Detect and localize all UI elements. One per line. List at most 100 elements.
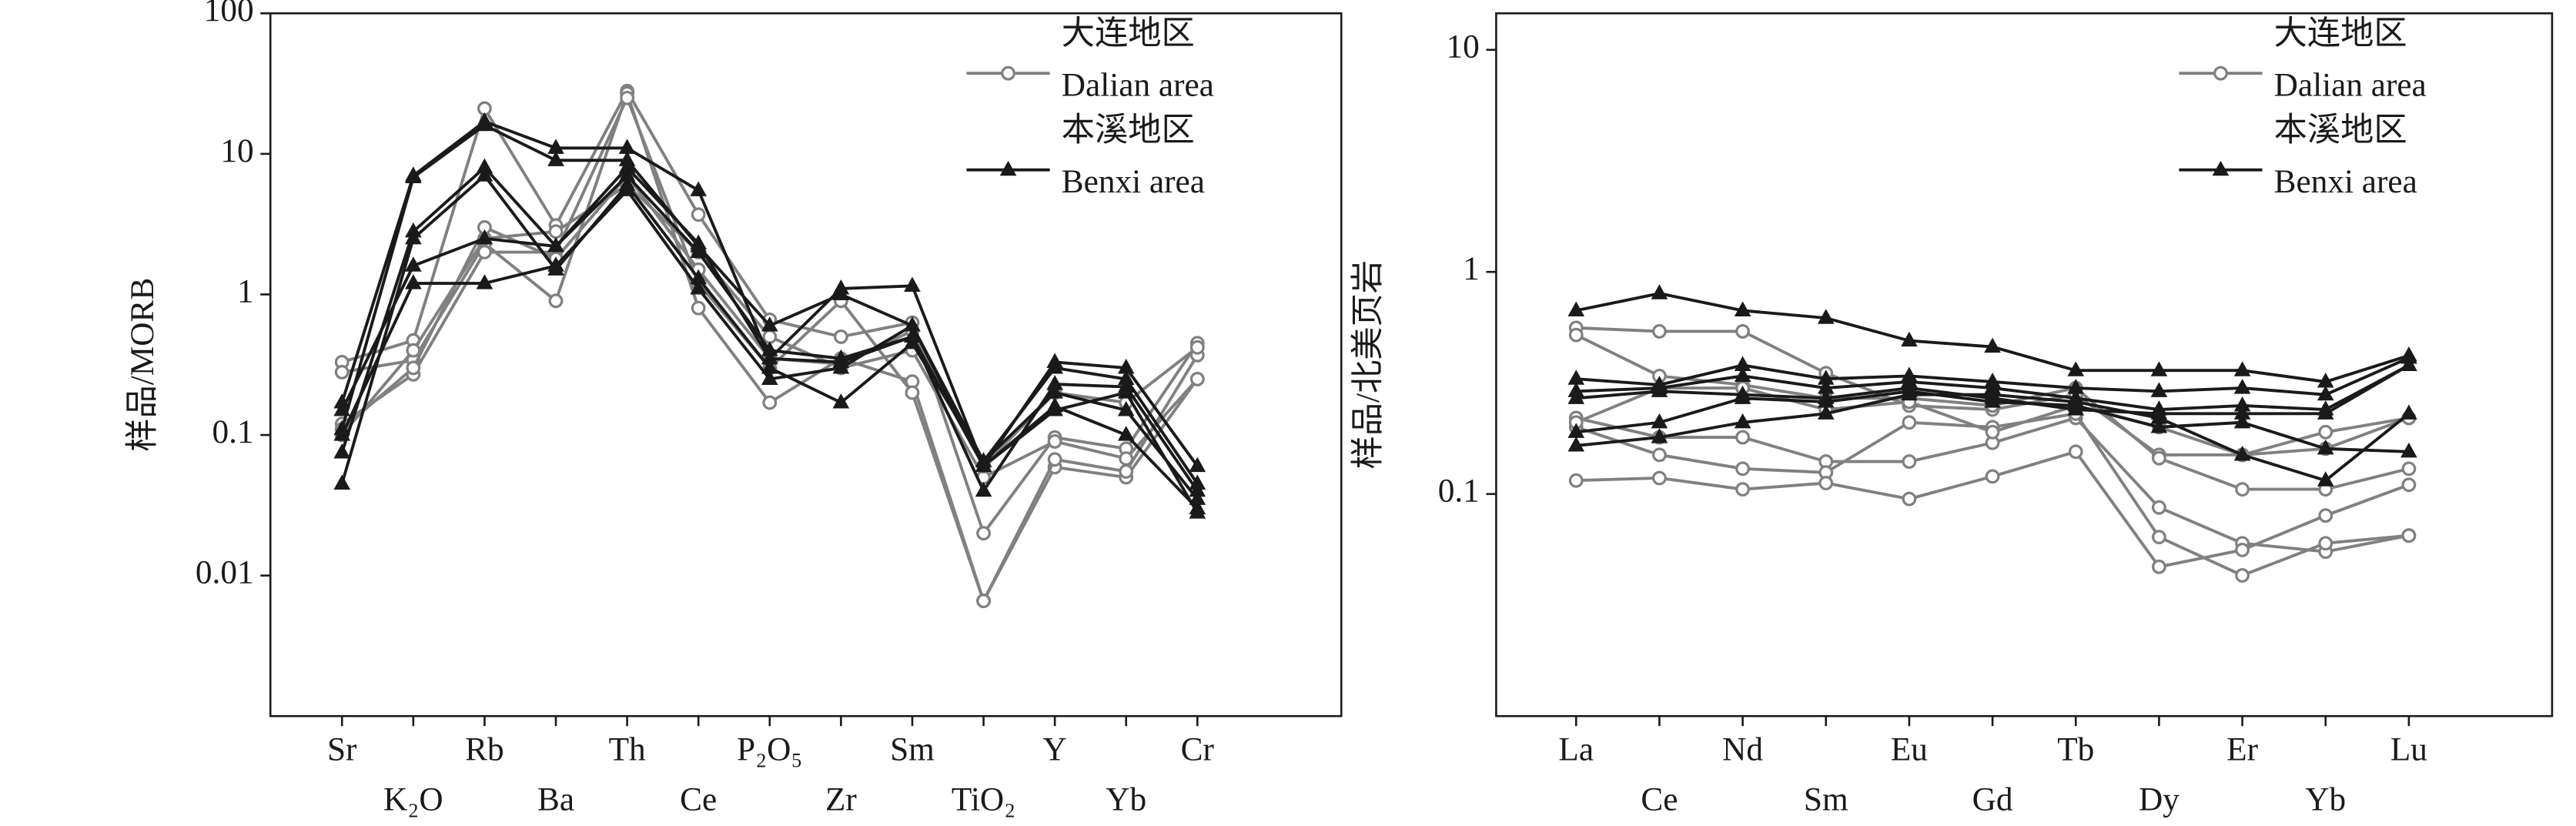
marker: [1735, 461, 1750, 477]
marker: [547, 139, 564, 154]
marker: [2317, 439, 2334, 455]
x-tick-label: Nd: [1722, 731, 1763, 768]
marker: [476, 158, 493, 174]
marker: [2233, 404, 2251, 420]
marker: [476, 115, 493, 132]
marker: [1651, 382, 1668, 397]
marker: [406, 360, 421, 376]
marker: [1567, 370, 1585, 385]
marker: [1902, 415, 1917, 430]
marker: [690, 242, 708, 259]
marker: [405, 256, 422, 272]
marker: [2233, 413, 2251, 429]
marker: [2235, 542, 2250, 557]
x-tick-label: Th: [609, 731, 646, 768]
marker: [1985, 424, 2000, 440]
marker: [405, 274, 422, 289]
marker: [762, 395, 778, 410]
x-tick-label: Rb: [465, 731, 503, 768]
marker: [1117, 370, 1135, 385]
x-tick-label: Ce: [680, 781, 717, 818]
marker: [547, 151, 564, 166]
legend-label: 本溪地区: [2274, 112, 2407, 149]
marker: [2151, 500, 2166, 515]
x-tick-label: Eu: [1891, 731, 1928, 768]
marker: [1734, 356, 1751, 372]
y-tick-label: 0.1: [1438, 473, 1480, 510]
y-tick-label: 1: [1463, 250, 1480, 287]
legend-label: Dalian area: [2274, 67, 2427, 104]
marker: [2318, 424, 2333, 440]
marker: [690, 181, 708, 196]
marker: [1119, 464, 1134, 479]
marker: [2150, 417, 2168, 433]
marker: [1046, 383, 1063, 399]
plot-frame: [1495, 12, 2554, 717]
marker: [1735, 324, 1750, 339]
marker: [1817, 393, 1835, 408]
y-axis-label: 样品/MORB: [124, 278, 161, 452]
marker: [1651, 413, 1668, 429]
marker: [1652, 324, 1667, 339]
marker: [1117, 383, 1135, 399]
marker: [976, 594, 991, 608]
x-tick-label: Sm: [1804, 781, 1848, 818]
marker: [333, 474, 351, 490]
legend-label: 大连地区: [2274, 15, 2407, 52]
x-tick-label: Tb: [2057, 731, 2094, 768]
marker: [2233, 379, 2251, 394]
marker: [1902, 454, 1917, 469]
x-tick-label: Zr: [825, 781, 857, 818]
marker: [762, 329, 778, 344]
marker: [905, 385, 920, 400]
marker: [761, 349, 778, 365]
marker: [476, 274, 493, 289]
plot-frame: [269, 12, 1343, 717]
marker: [1189, 456, 1206, 473]
marker: [2150, 382, 2168, 397]
x-tick-label: Yb: [2305, 781, 2346, 818]
x-tick-label: TiO₂: [952, 781, 1015, 818]
marker: [1189, 503, 1206, 519]
marker: [1985, 469, 2000, 484]
marker: [2317, 373, 2334, 388]
marker: [2400, 356, 2417, 372]
marker: [1734, 413, 1751, 429]
marker: [2235, 482, 2250, 497]
marker: [2317, 471, 2334, 487]
marker: [1817, 309, 1835, 324]
marker: [1734, 389, 1751, 404]
marker: [618, 181, 636, 196]
marker: [904, 316, 921, 332]
marker: [1651, 428, 1668, 443]
marker: [2318, 536, 2333, 551]
legend-label: 本溪地区: [1062, 112, 1195, 149]
marker: [690, 234, 708, 249]
marker: [1047, 433, 1062, 449]
marker: [832, 393, 850, 409]
x-tick-label: Gd: [1972, 781, 2013, 818]
marker: [547, 256, 564, 272]
x-tick-label: Y: [1043, 731, 1067, 768]
marker: [975, 456, 992, 473]
marker: [1901, 385, 1918, 401]
marker: [2151, 559, 2166, 574]
marker: [833, 329, 848, 344]
marker: [1568, 327, 1584, 343]
marker: [405, 229, 422, 245]
marker: [690, 279, 708, 295]
marker: [1046, 359, 1063, 374]
marker: [1189, 339, 1205, 355]
marker: [1568, 473, 1584, 488]
marker: [476, 166, 493, 182]
marker: [1001, 65, 1015, 81]
y-tick-label: 0.01: [196, 554, 254, 591]
y-tick-label: 0.1: [212, 413, 254, 450]
marker: [2151, 450, 2166, 466]
marker: [620, 90, 635, 105]
x-tick-label: Sm: [890, 731, 935, 768]
marker: [761, 359, 778, 374]
marker: [1818, 476, 1834, 490]
marker: [1817, 370, 1835, 385]
